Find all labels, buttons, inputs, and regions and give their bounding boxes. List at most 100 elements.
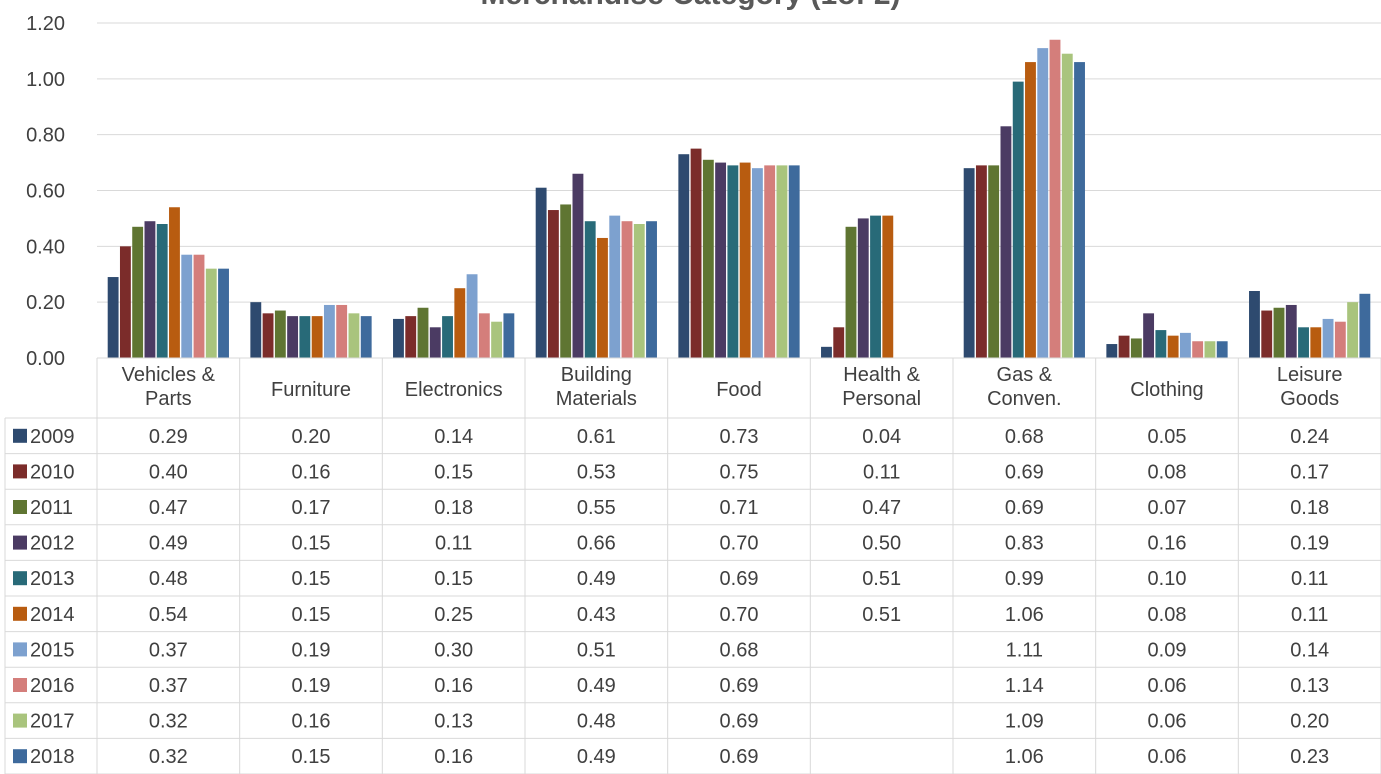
bar <box>727 165 739 358</box>
bar <box>1204 341 1216 358</box>
data-label: 0.20 <box>292 426 331 448</box>
y-axis-ticks: 0.00 0.20 0.40 0.60 0.80 1.00 1.20 <box>26 13 65 370</box>
bar <box>833 327 845 358</box>
category-label: Personal <box>842 388 921 410</box>
category-label: Vehicles & <box>122 364 216 386</box>
bar <box>144 221 156 358</box>
legend-label: 2012 <box>30 533 75 555</box>
bar <box>597 237 608 358</box>
bar <box>975 165 987 358</box>
data-label: 0.16 <box>1148 533 1187 555</box>
data-label: 0.51 <box>862 568 901 590</box>
data-label: 0.11 <box>435 533 472 555</box>
data-label: 0.05 <box>1148 426 1187 448</box>
bar <box>1012 81 1024 358</box>
bar <box>119 246 131 358</box>
data-label: 0.08 <box>1148 604 1187 626</box>
data-label: 0.16 <box>434 746 473 768</box>
bar <box>417 307 429 358</box>
data-label: 0.15 <box>292 604 331 626</box>
bar <box>1347 302 1359 358</box>
y-tick-label: 0.80 <box>26 125 65 147</box>
data-label: 0.10 <box>1148 568 1187 590</box>
legend-label: 2015 <box>30 639 75 661</box>
bar <box>311 316 323 358</box>
bar <box>1216 341 1228 358</box>
data-label: 1.11 <box>1006 639 1043 661</box>
data-label: 0.70 <box>720 533 759 555</box>
bar <box>466 274 478 358</box>
legend-label: 2014 <box>30 604 75 626</box>
data-table: Vehicles &Parts Furniture Electronics Build… <box>4 357 1381 774</box>
data-label: 0.13 <box>434 711 473 733</box>
legend-swatch <box>13 642 27 657</box>
bar <box>360 316 372 358</box>
bar <box>678 154 690 358</box>
data-label: 0.18 <box>434 497 473 519</box>
data-label: 0.49 <box>577 675 616 697</box>
legend-swatch <box>13 500 27 514</box>
data-label: 0.11 <box>863 461 900 483</box>
y-tick-label: 0.60 <box>26 181 65 203</box>
data-label: 0.11 <box>1291 568 1328 590</box>
data-label: 0.19 <box>292 639 331 661</box>
data-label: 0.24 <box>1290 426 1329 448</box>
data-label: 0.69 <box>1005 461 1044 483</box>
y-tick-label: 0.00 <box>26 348 65 370</box>
data-label: 1.09 <box>1005 711 1044 733</box>
legend-label: 2016 <box>30 675 75 697</box>
data-label: 0.47 <box>149 497 188 519</box>
data-label: 0.73 <box>720 426 759 448</box>
legend-label: 2018 <box>30 746 75 768</box>
data-label: 0.48 <box>149 568 188 590</box>
bar <box>1322 318 1334 358</box>
bar <box>491 321 503 358</box>
data-label: 0.68 <box>1005 426 1044 448</box>
bars <box>107 39 1371 359</box>
data-label: 0.20 <box>1290 711 1329 733</box>
data-label: 0.15 <box>292 746 331 768</box>
bar <box>442 316 453 358</box>
bar <box>739 162 751 358</box>
data-label: 0.43 <box>577 604 616 626</box>
category-label: Electronics <box>405 379 503 401</box>
bar <box>1310 327 1322 358</box>
bar <box>572 173 584 358</box>
category-label: Goods <box>1280 388 1339 410</box>
bar <box>1130 338 1142 358</box>
bar <box>857 218 869 358</box>
data-label: 0.16 <box>292 461 331 483</box>
data-label: 1.06 <box>1005 746 1044 768</box>
bar <box>250 302 262 358</box>
data-label: 0.54 <box>149 604 188 626</box>
bar <box>1106 344 1118 358</box>
bar <box>776 165 788 358</box>
data-label: 0.37 <box>149 639 188 661</box>
category-label: Food <box>716 379 762 401</box>
category-label: Furniture <box>271 379 351 401</box>
bar <box>621 221 633 358</box>
bar <box>1249 291 1260 358</box>
category-label: Health & <box>843 364 920 386</box>
data-label: 0.50 <box>862 533 901 555</box>
legend-swatch <box>13 749 27 764</box>
data-label: 0.70 <box>720 604 759 626</box>
bar <box>1285 304 1297 358</box>
data-label: 0.69 <box>1005 497 1044 519</box>
data-label: 0.11 <box>1291 604 1328 626</box>
legend-swatch <box>13 428 27 443</box>
data-label: 0.06 <box>1148 746 1187 768</box>
y-tick-label: 0.20 <box>26 292 65 314</box>
bar <box>218 268 229 358</box>
bar <box>156 224 168 358</box>
data-label: 0.48 <box>577 711 616 733</box>
data-label: 0.55 <box>577 497 616 519</box>
bar <box>988 165 1000 358</box>
data-label: 0.66 <box>577 533 616 555</box>
bar <box>535 187 547 358</box>
bar <box>1298 327 1309 358</box>
data-label: 0.14 <box>1290 639 1329 661</box>
bar <box>870 215 881 358</box>
bar <box>323 304 335 358</box>
bar <box>132 226 144 358</box>
